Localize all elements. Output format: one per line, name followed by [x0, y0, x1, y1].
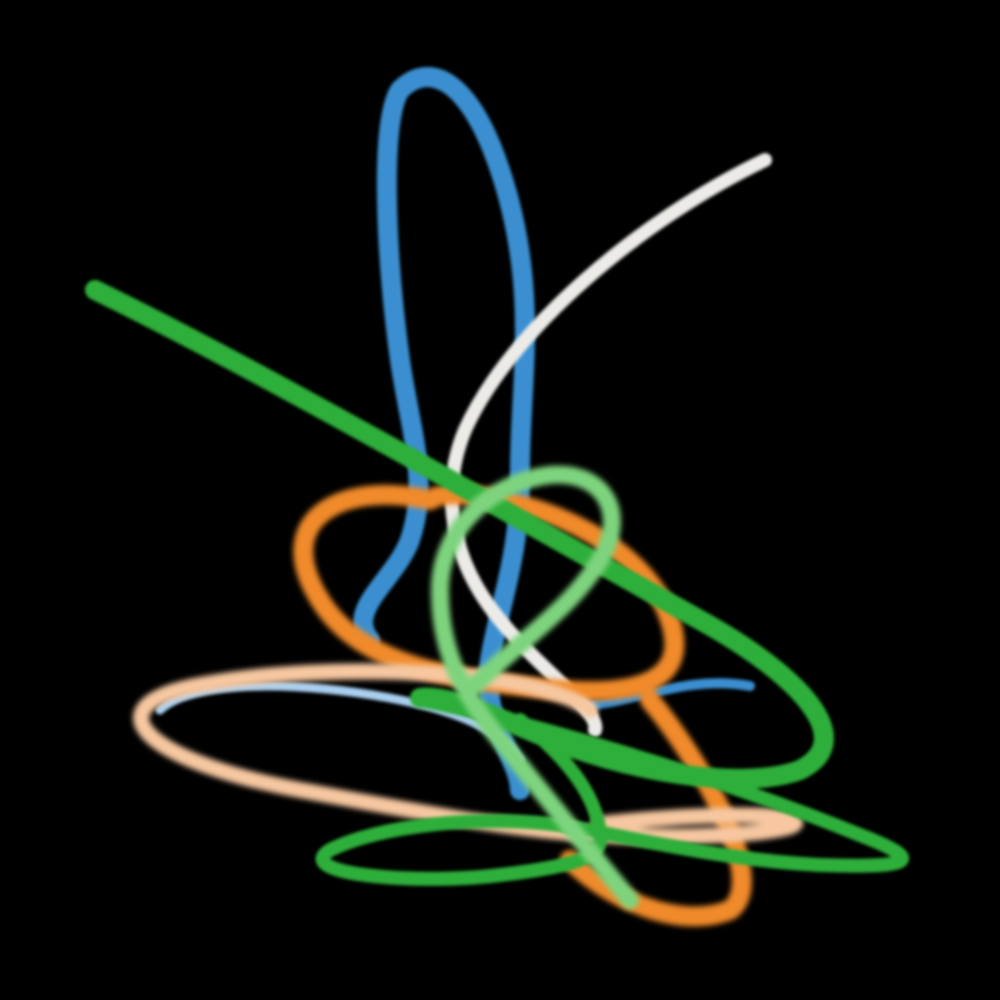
light-green-ribbon [431, 465, 639, 909]
peach-ribbon [133, 663, 804, 845]
green-ribbon [85, 280, 909, 886]
